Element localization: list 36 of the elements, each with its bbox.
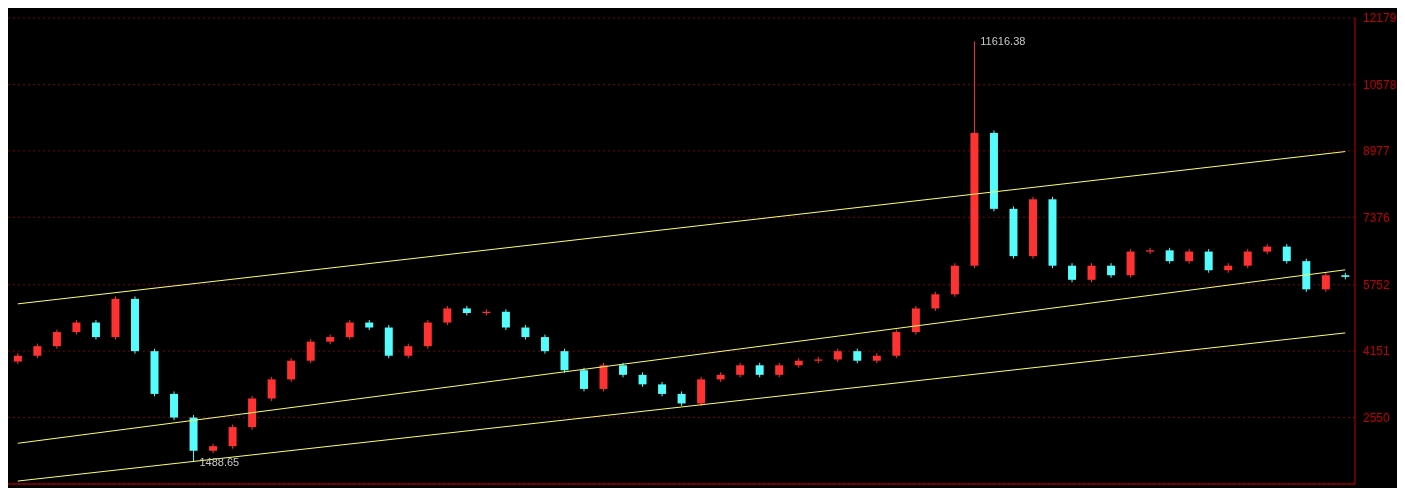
candlestick [1068,262,1077,283]
y-tick-label: 7376 [1363,210,1391,225]
candlestick [931,291,940,312]
candlestick [1126,248,1135,279]
y-tick-label: 12179 [1363,11,1397,26]
candlestick [423,319,432,350]
candlestick [287,357,296,383]
y-tick-label: 2550 [1363,410,1391,425]
annotation: 1488.65 [199,455,240,468]
candlestick [1321,272,1330,293]
y-tick-label: 8977 [1363,144,1391,159]
candlestick [1282,243,1291,265]
candlestick [1243,248,1252,269]
y-tick-label: 4151 [1363,344,1391,359]
candlestick [267,376,276,402]
candlestick [579,367,588,392]
candlestick [540,334,549,355]
y-tick-label: 10578 [1363,77,1397,92]
candlestick [170,390,179,421]
candlestick [599,362,608,392]
candlestick [1204,248,1213,274]
candlestick [345,319,354,341]
candlestick [228,424,237,450]
candlestick [501,308,510,331]
candlestick [91,319,100,341]
candlestick [306,338,315,364]
candlestick [443,305,452,326]
candlestick [1087,262,1096,283]
candlestick [892,329,901,359]
y-tick-label: 5752 [1363,277,1391,292]
candlestick [560,348,569,374]
candlestick [52,329,61,350]
candlestick [13,352,22,365]
annotation: 11616.38 [980,35,1026,48]
candlestick [911,305,920,336]
candlestick [1146,247,1155,255]
